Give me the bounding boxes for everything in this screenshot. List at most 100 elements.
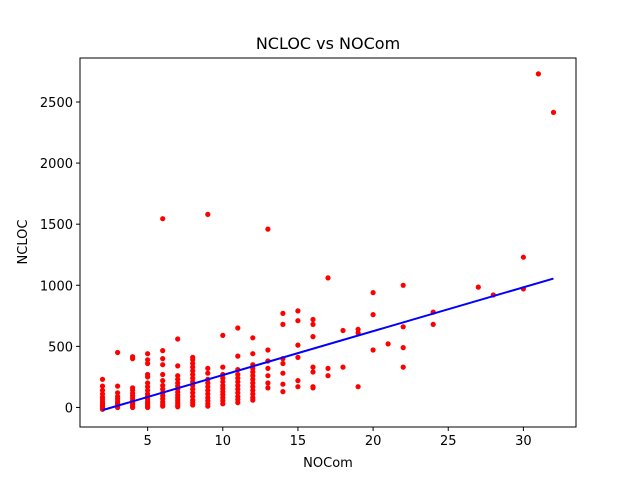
data-point	[295, 318, 301, 324]
data-point	[325, 373, 331, 379]
data-point	[370, 290, 376, 296]
data-point	[205, 387, 211, 393]
data-point	[340, 327, 346, 334]
data-point	[205, 211, 211, 217]
data-point	[355, 384, 361, 390]
data-point	[145, 384, 151, 390]
data-point	[220, 401, 226, 407]
data-point	[280, 360, 286, 367]
data-point	[220, 375, 226, 381]
y-tick-label: 2500	[40, 96, 73, 111]
data-point	[265, 373, 271, 379]
y-tick-label: 0	[65, 401, 73, 416]
data-point	[175, 373, 181, 379]
data-point	[400, 324, 406, 330]
data-point	[115, 390, 121, 396]
data-point	[190, 364, 196, 370]
data-point	[250, 335, 256, 341]
data-point	[115, 349, 121, 356]
data-point	[220, 379, 226, 385]
data-point	[160, 386, 166, 392]
x-tick-label: 5	[143, 434, 151, 449]
data-point	[475, 284, 481, 290]
data-point	[205, 384, 211, 390]
data-point	[205, 403, 211, 409]
data-point	[250, 397, 256, 403]
data-point	[190, 360, 196, 367]
data-point	[310, 369, 316, 375]
data-point	[190, 390, 196, 396]
data-point	[385, 341, 391, 347]
data-point	[400, 345, 406, 351]
data-point	[130, 404, 136, 411]
data-point	[295, 308, 301, 314]
data-point	[190, 402, 196, 408]
data-point	[265, 365, 271, 371]
data-point	[250, 376, 256, 382]
data-point	[190, 393, 196, 400]
data-point	[295, 354, 301, 360]
data-point	[250, 387, 256, 393]
data-point	[280, 381, 286, 387]
x-tick-label: 10	[215, 434, 232, 449]
data-point	[550, 109, 557, 115]
x-tick-label: 20	[365, 434, 382, 449]
data-point	[160, 348, 166, 354]
data-point	[250, 384, 256, 390]
data-point	[280, 310, 286, 316]
data-point	[370, 312, 376, 318]
data-point	[235, 379, 241, 385]
data-point	[220, 332, 226, 338]
data-point	[99, 383, 106, 389]
data-point	[235, 400, 241, 406]
data-point	[190, 371, 196, 378]
data-point	[250, 380, 256, 386]
x-tick-label: 30	[515, 434, 532, 449]
data-point	[235, 382, 241, 389]
data-point	[250, 369, 256, 375]
data-point	[235, 371, 241, 378]
data-point	[325, 365, 331, 371]
data-point	[160, 403, 166, 409]
data-point	[355, 326, 361, 332]
points-layer	[99, 71, 557, 412]
data-point	[310, 385, 316, 391]
data-point	[250, 373, 256, 379]
chart-title: NCLOC vs NOCom	[256, 34, 400, 53]
data-point	[280, 321, 286, 327]
data-point	[250, 391, 256, 397]
data-point	[235, 386, 241, 392]
data-point	[520, 254, 527, 260]
data-point	[265, 347, 271, 353]
data-point	[145, 404, 151, 411]
data-point	[205, 370, 211, 376]
data-point	[340, 364, 346, 370]
data-point	[310, 321, 316, 327]
data-point	[235, 390, 241, 396]
data-point	[175, 376, 181, 382]
y-tick-label: 1000	[40, 279, 73, 294]
data-point	[205, 391, 211, 397]
data-point	[205, 380, 211, 386]
data-point	[265, 380, 271, 386]
data-point	[145, 357, 151, 363]
data-point	[115, 383, 121, 389]
data-point	[190, 386, 196, 392]
axes-frame	[79, 57, 577, 428]
data-point	[160, 356, 166, 362]
data-point	[145, 387, 151, 393]
data-point	[99, 387, 106, 393]
data-point	[235, 353, 241, 359]
data-point	[430, 321, 436, 327]
data-point	[145, 351, 151, 357]
data-point	[130, 356, 136, 362]
data-point	[265, 226, 271, 232]
data-point	[160, 371, 166, 378]
y-axis-label: NCLOC	[16, 220, 31, 265]
data-point	[265, 385, 271, 391]
data-point	[175, 336, 181, 342]
y-tick-label: 2000	[40, 157, 73, 172]
data-point	[145, 380, 151, 386]
data-point	[175, 404, 181, 410]
